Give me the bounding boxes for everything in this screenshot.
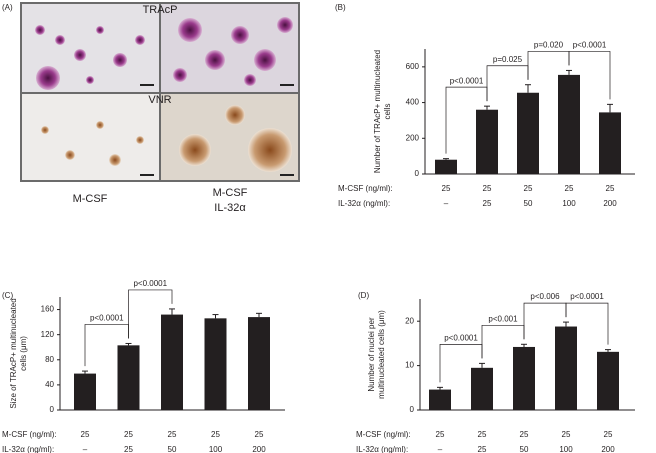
table-row-label: M-CSF (ng/ml): bbox=[338, 184, 393, 193]
bar bbox=[597, 351, 619, 410]
p-value: p<0.0001 bbox=[444, 333, 478, 342]
y-tick-label: 160 bbox=[41, 305, 55, 314]
y-axis-label: multinucleated cells (μm) bbox=[377, 310, 386, 399]
table-cell: 25 bbox=[436, 430, 445, 439]
p-value: p<0.0001 bbox=[90, 314, 124, 323]
p-value: p<0.0001 bbox=[573, 41, 607, 50]
bar bbox=[517, 92, 539, 174]
y-axis-label: Number of TRAcP+ multinucleated bbox=[373, 50, 382, 173]
table-cell: 100 bbox=[562, 199, 576, 208]
table-row-label: IL-32α (ng/ml): bbox=[356, 445, 408, 453]
column-label: IL-32α bbox=[214, 202, 246, 214]
table-row-label: M-CSF (ng/ml): bbox=[2, 430, 57, 439]
y-tick-label: 0 bbox=[410, 405, 415, 414]
panel-label: (A) bbox=[2, 3, 13, 12]
y-tick-label: 0 bbox=[415, 169, 420, 178]
table-cell: 200 bbox=[252, 445, 266, 453]
y-tick-label: 120 bbox=[41, 330, 55, 339]
table-cell: 50 bbox=[524, 199, 533, 208]
table-cell: 25 bbox=[211, 430, 220, 439]
table-cell: 50 bbox=[520, 445, 529, 453]
panel-label: (C) bbox=[2, 291, 13, 300]
bar bbox=[435, 159, 457, 174]
y-tick-label: 400 bbox=[406, 98, 420, 107]
row-label: VNR bbox=[148, 94, 171, 106]
table-row-label: IL-32α (ng/ml): bbox=[338, 199, 390, 208]
bar bbox=[599, 112, 621, 174]
cells bbox=[41, 105, 292, 172]
bar bbox=[248, 317, 270, 410]
bar bbox=[74, 373, 96, 410]
bar bbox=[555, 326, 577, 410]
column-label: M-CSF bbox=[213, 187, 248, 199]
table-cell: 25 bbox=[483, 199, 492, 208]
table-cell: – bbox=[444, 199, 449, 208]
p-value: p<0.006 bbox=[530, 292, 560, 301]
image-panel: (A) TRAcP VNR M-CSF M-CSF IL-32α bbox=[2, 2, 300, 214]
table-row-label: IL-32α (ng/ml): bbox=[2, 445, 54, 453]
table-cell: 25 bbox=[255, 430, 264, 439]
table-cell: – bbox=[438, 445, 443, 453]
p-value: p<0.0001 bbox=[133, 279, 167, 288]
y-tick-label: 40 bbox=[45, 380, 54, 389]
table-cell: 25 bbox=[442, 184, 451, 193]
bar bbox=[161, 314, 183, 410]
table-cell: 25 bbox=[478, 430, 487, 439]
y-tick-label: 0 bbox=[50, 405, 55, 414]
p-value: p<0.0001 bbox=[450, 76, 484, 85]
table-cell: 25 bbox=[478, 445, 487, 453]
table-cell: 200 bbox=[603, 199, 617, 208]
table-cell: 25 bbox=[604, 430, 613, 439]
table-cell: 100 bbox=[209, 445, 223, 453]
column-label: M-CSF bbox=[73, 193, 108, 205]
table-cell: 25 bbox=[565, 184, 574, 193]
photo bbox=[22, 94, 159, 180]
bar bbox=[429, 389, 451, 410]
table-cell: 25 bbox=[483, 184, 492, 193]
table-row-label: M-CSF (ng/ml): bbox=[356, 430, 411, 439]
p-value: p=0.025 bbox=[493, 55, 523, 64]
y-tick-label: 200 bbox=[406, 133, 420, 142]
scale-bars bbox=[140, 84, 294, 176]
table-cell: 25 bbox=[606, 184, 615, 193]
bar bbox=[204, 318, 227, 410]
table-cell: 100 bbox=[559, 445, 573, 453]
significance-bracket bbox=[568, 51, 611, 100]
panel-label: (D) bbox=[358, 291, 369, 300]
table-cell: 25 bbox=[124, 445, 133, 453]
row-label: TRAcP bbox=[143, 4, 178, 16]
bar bbox=[471, 367, 493, 410]
cells bbox=[35, 17, 293, 90]
table-cell: 25 bbox=[124, 430, 133, 439]
bar bbox=[558, 74, 580, 174]
bar bbox=[513, 346, 535, 410]
table-cell: 25 bbox=[520, 430, 529, 439]
bar bbox=[117, 345, 140, 410]
significance-bracket bbox=[565, 302, 609, 345]
y-tick-label: 600 bbox=[406, 62, 420, 71]
y-axis-label: Size of TRAcP+ multinucleated bbox=[9, 298, 18, 408]
table-cell: 25 bbox=[562, 430, 571, 439]
table-cell: 50 bbox=[168, 445, 177, 453]
table-cell: – bbox=[83, 445, 88, 453]
p-value: p<0.001 bbox=[488, 314, 518, 323]
y-tick-label: 10 bbox=[405, 361, 414, 370]
p-value: p<0.0001 bbox=[570, 292, 604, 301]
y-axis-label: cells bbox=[383, 103, 392, 119]
y-axis-label: cells (μm) bbox=[19, 336, 28, 371]
table-cell: 200 bbox=[601, 445, 615, 453]
panel-label: (B) bbox=[335, 3, 346, 12]
p-value: p=0.020 bbox=[534, 41, 564, 50]
y-tick-label: 20 bbox=[405, 316, 414, 325]
bar bbox=[476, 109, 498, 174]
table-cell: 25 bbox=[524, 184, 533, 193]
table-cell: 25 bbox=[81, 430, 90, 439]
table-cell: 25 bbox=[168, 430, 177, 439]
y-axis-label: Number of nuclei per bbox=[367, 317, 376, 392]
y-tick-label: 80 bbox=[45, 355, 54, 364]
significance-bracket bbox=[128, 289, 173, 339]
